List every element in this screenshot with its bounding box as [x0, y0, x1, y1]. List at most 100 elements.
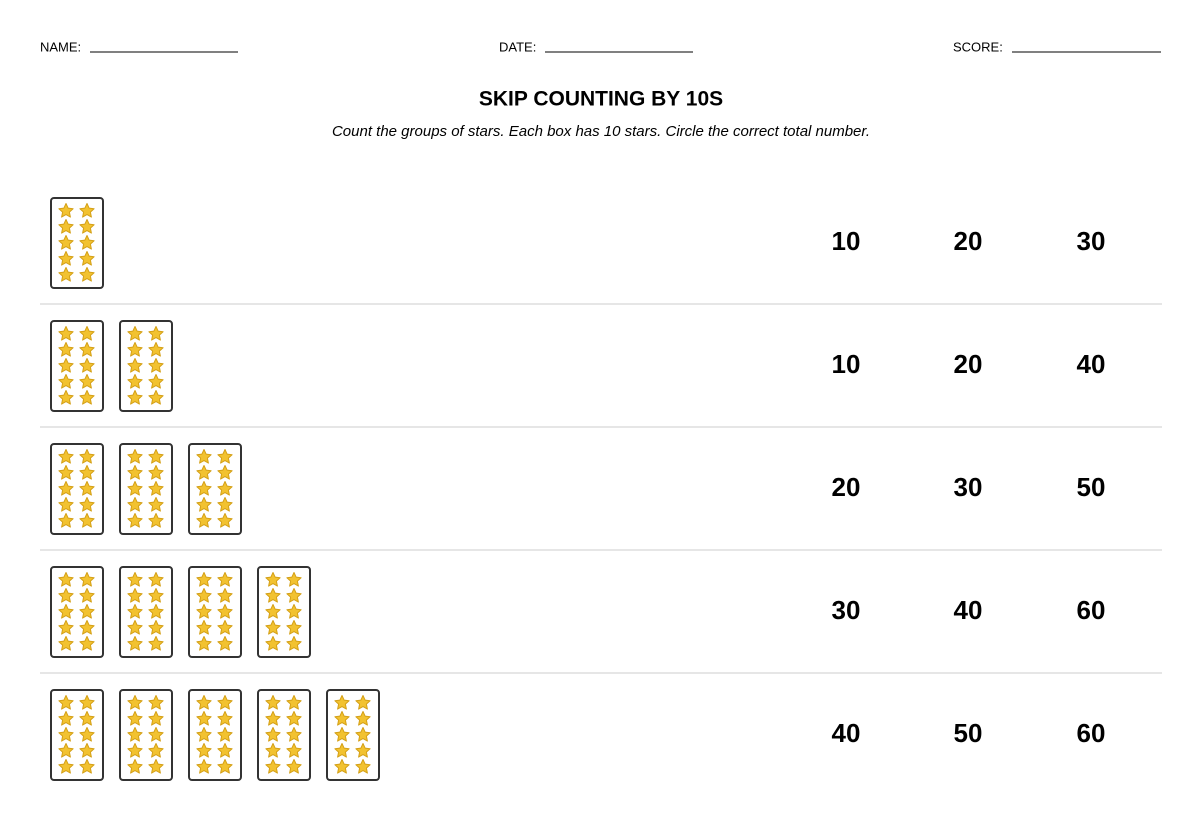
- star: [127, 727, 143, 742]
- star: [127, 695, 143, 710]
- star: [196, 513, 212, 528]
- star: [148, 620, 164, 635]
- star: [148, 695, 164, 710]
- star: [58, 267, 74, 282]
- star: [79, 326, 95, 341]
- star: [217, 620, 233, 635]
- star: [148, 572, 164, 587]
- star-box: [119, 320, 173, 412]
- star: [58, 390, 74, 405]
- star: [79, 449, 95, 464]
- star: [148, 374, 164, 389]
- star: [148, 727, 164, 742]
- title: SKIP COUNTING BY 10S: [479, 88, 723, 111]
- star: [334, 727, 350, 742]
- answer-option: 60: [1077, 595, 1106, 625]
- star: [148, 390, 164, 405]
- star: [286, 572, 302, 587]
- star: [265, 695, 281, 710]
- star: [79, 743, 95, 758]
- star: [79, 251, 95, 266]
- answer-option: 50: [1077, 472, 1106, 502]
- star: [58, 604, 74, 619]
- answer-option: 30: [1077, 226, 1106, 256]
- star: [79, 267, 95, 282]
- star: [79, 342, 95, 357]
- star: [286, 620, 302, 635]
- star: [127, 449, 143, 464]
- star: [58, 711, 74, 726]
- star: [127, 465, 143, 480]
- star: [148, 326, 164, 341]
- star-box: [188, 443, 242, 535]
- star: [58, 326, 74, 341]
- star: [79, 203, 95, 218]
- star: [58, 695, 74, 710]
- answer-option: 40: [954, 595, 983, 625]
- star: [217, 604, 233, 619]
- star: [148, 588, 164, 603]
- star: [196, 711, 212, 726]
- star-box: [50, 566, 104, 658]
- star: [58, 727, 74, 742]
- star: [148, 711, 164, 726]
- star: [334, 743, 350, 758]
- star: [58, 219, 74, 234]
- answer-option: 20: [954, 349, 983, 379]
- star: [286, 711, 302, 726]
- star: [286, 759, 302, 774]
- star: [127, 358, 143, 373]
- star: [58, 497, 74, 512]
- answer-option: 50: [954, 718, 983, 748]
- star: [79, 497, 95, 512]
- star: [79, 513, 95, 528]
- star: [58, 759, 74, 774]
- star: [355, 711, 371, 726]
- star: [196, 604, 212, 619]
- star: [217, 481, 233, 496]
- star: [127, 620, 143, 635]
- star: [217, 572, 233, 587]
- star: [334, 695, 350, 710]
- star: [127, 743, 143, 758]
- star-box: [119, 566, 173, 658]
- star: [58, 235, 74, 250]
- star: [355, 743, 371, 758]
- star-box: [119, 689, 173, 781]
- star: [58, 513, 74, 528]
- star: [286, 636, 302, 651]
- star: [148, 743, 164, 758]
- star: [196, 497, 212, 512]
- star: [217, 727, 233, 742]
- star-box: [50, 320, 104, 412]
- star: [58, 588, 74, 603]
- star: [127, 636, 143, 651]
- star: [217, 449, 233, 464]
- star: [58, 572, 74, 587]
- star: [265, 743, 281, 758]
- star: [127, 326, 143, 341]
- star-box: [50, 689, 104, 781]
- star: [148, 449, 164, 464]
- star: [265, 759, 281, 774]
- star: [79, 588, 95, 603]
- star: [196, 465, 212, 480]
- star: [148, 465, 164, 480]
- star-box: [257, 689, 311, 781]
- answer-option: 10: [832, 226, 861, 256]
- answer-option: 40: [1077, 349, 1106, 379]
- star: [196, 481, 212, 496]
- star: [127, 481, 143, 496]
- star-box: [188, 689, 242, 781]
- star: [127, 604, 143, 619]
- star: [58, 636, 74, 651]
- star: [127, 390, 143, 405]
- star: [58, 374, 74, 389]
- answer-option: 30: [832, 595, 861, 625]
- star: [196, 636, 212, 651]
- star: [79, 465, 95, 480]
- star: [127, 588, 143, 603]
- star-box: [257, 566, 311, 658]
- star: [265, 604, 281, 619]
- star: [217, 759, 233, 774]
